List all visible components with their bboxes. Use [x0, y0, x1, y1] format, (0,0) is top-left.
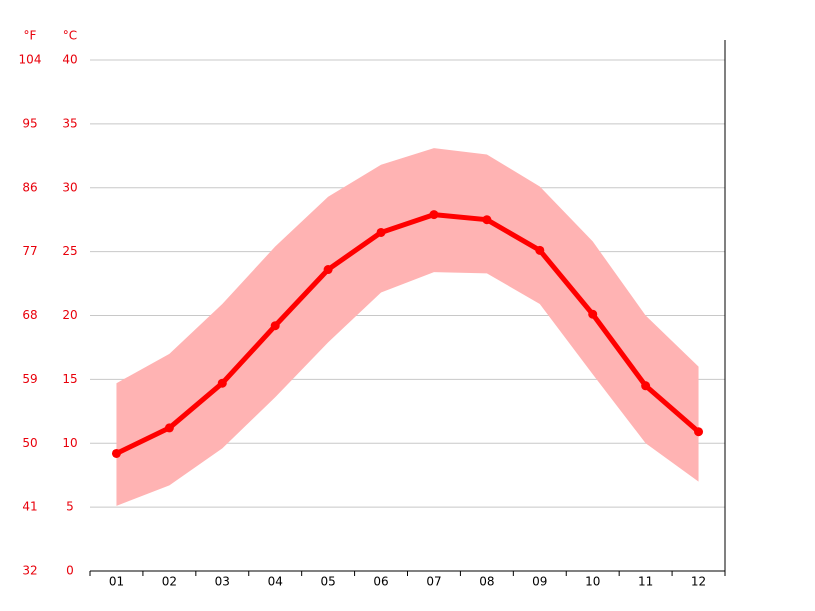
x-tick-label: 03 [215, 575, 230, 589]
y-tick-label: 10 [62, 436, 77, 450]
mean-line [115, 212, 701, 456]
y-tick-label: 5 [66, 500, 74, 514]
y2-tick-label: 104 [19, 53, 42, 67]
y-tick-label: 40 [62, 53, 77, 67]
mean-point [535, 245, 545, 255]
x-tick-label: 09 [532, 575, 547, 589]
y2-tick-label: 77 [22, 244, 37, 258]
x-tick-label: 02 [162, 575, 177, 589]
mean-point [429, 210, 439, 220]
mean-point [641, 381, 651, 391]
mean-point [323, 265, 333, 275]
y2-tick-label: 59 [22, 372, 37, 386]
x-tick-label: 05 [320, 575, 335, 589]
y-tick-label: 25 [62, 244, 77, 258]
f-unit: °F [24, 29, 37, 43]
mean-point [217, 378, 227, 388]
x-tick-label: 12 [691, 575, 706, 589]
y2-tick-label: 50 [22, 436, 37, 450]
y-tick-label: 20 [62, 308, 77, 322]
mean-point [376, 227, 386, 237]
mean-point [482, 215, 492, 225]
x-tick-label: 08 [479, 575, 494, 589]
range-band [116, 148, 699, 506]
y2-tick-label: 32 [22, 564, 37, 578]
y2-tick-label: 68 [22, 308, 37, 322]
y-tick-label: 15 [62, 372, 77, 386]
y2-tick-label: 95 [22, 116, 37, 130]
y2-tick-label: 86 [22, 180, 37, 194]
mean-point [588, 309, 598, 319]
x-tick-label: 07 [426, 575, 441, 589]
mean-point [270, 321, 280, 331]
x-tick-label: 11 [638, 575, 653, 589]
y-tick-label: 0 [66, 564, 74, 578]
x-tick-label: 01 [109, 575, 124, 589]
y2-tick-label: 41 [22, 500, 37, 514]
y-tick-label: 35 [62, 116, 77, 130]
c-unit: °C [63, 29, 77, 43]
x-tick-label: 06 [373, 575, 388, 589]
y-tick-label: 30 [62, 180, 77, 194]
mean-point [164, 423, 174, 433]
mean-point [694, 427, 704, 437]
mean-point [111, 448, 121, 458]
x-tick-label: 10 [585, 575, 600, 589]
x-tick-label: 04 [268, 575, 283, 589]
